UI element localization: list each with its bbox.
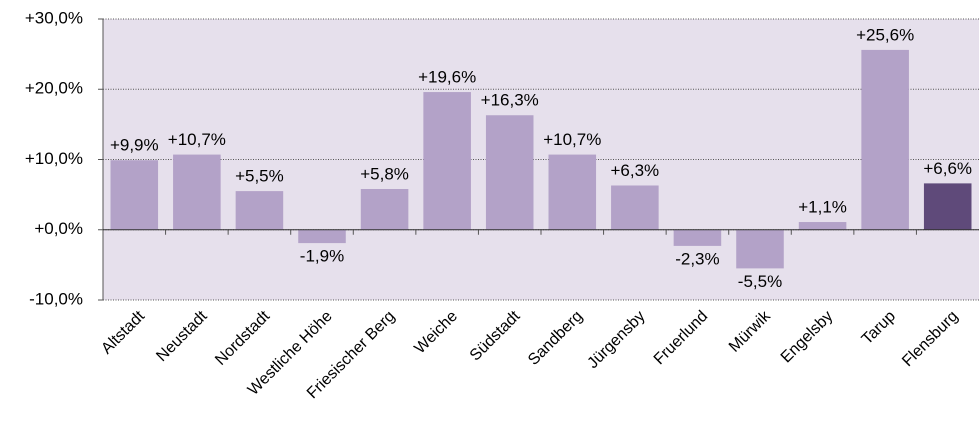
data-label: +19,6% (418, 68, 476, 87)
bar (861, 49, 909, 230)
x-tick-label: Nordstadt (212, 307, 273, 368)
data-label: +6,6% (923, 159, 972, 178)
data-label: +1,1% (798, 198, 847, 217)
x-tick-label: Weiche (411, 308, 461, 358)
data-label: +6,3% (611, 161, 660, 180)
x-tick-label: Neustadt (153, 307, 211, 365)
bar (923, 183, 972, 230)
bar (673, 229, 722, 246)
x-tick-label: Flensburg (899, 308, 961, 370)
bar (611, 185, 659, 230)
y-tick-label: +10,0% (25, 149, 83, 168)
data-label: -1,9% (300, 247, 344, 266)
data-label: -2,3% (675, 249, 719, 268)
x-tick-label: Mürwik (726, 307, 775, 356)
x-tick-label: Südstadt (467, 307, 524, 364)
data-label: +5,8% (360, 164, 409, 183)
bar (798, 222, 847, 230)
y-tick-label: +20,0% (25, 79, 83, 98)
x-tick-label: Altstadt (98, 307, 148, 357)
data-label: +10,7% (168, 130, 226, 149)
data-label: -5,5% (738, 272, 782, 291)
data-label: +25,6% (856, 25, 914, 44)
bar (736, 229, 784, 269)
y-tick-label: +0,0% (34, 219, 83, 238)
bar (548, 154, 597, 230)
data-label: +10,7% (543, 130, 601, 149)
bar (423, 92, 471, 230)
data-label: +5,5% (235, 167, 284, 186)
data-label: +16,3% (481, 91, 539, 110)
bar (485, 115, 534, 230)
x-tick-label: Fruerlund (651, 308, 711, 368)
bar (173, 154, 221, 230)
bar (235, 191, 284, 230)
x-tick-label: Engelsby (778, 308, 837, 367)
x-tick-label: Jürgensby (584, 308, 648, 372)
bar (110, 160, 159, 230)
y-tick-label: -10,0% (29, 289, 83, 308)
bar (298, 229, 346, 244)
x-tick-label: Tarup (859, 308, 899, 348)
bar (360, 189, 409, 230)
data-label: +9,9% (110, 136, 159, 155)
y-tick-label: +30,0% (25, 8, 83, 27)
x-tick-label: Sandberg (525, 308, 586, 369)
